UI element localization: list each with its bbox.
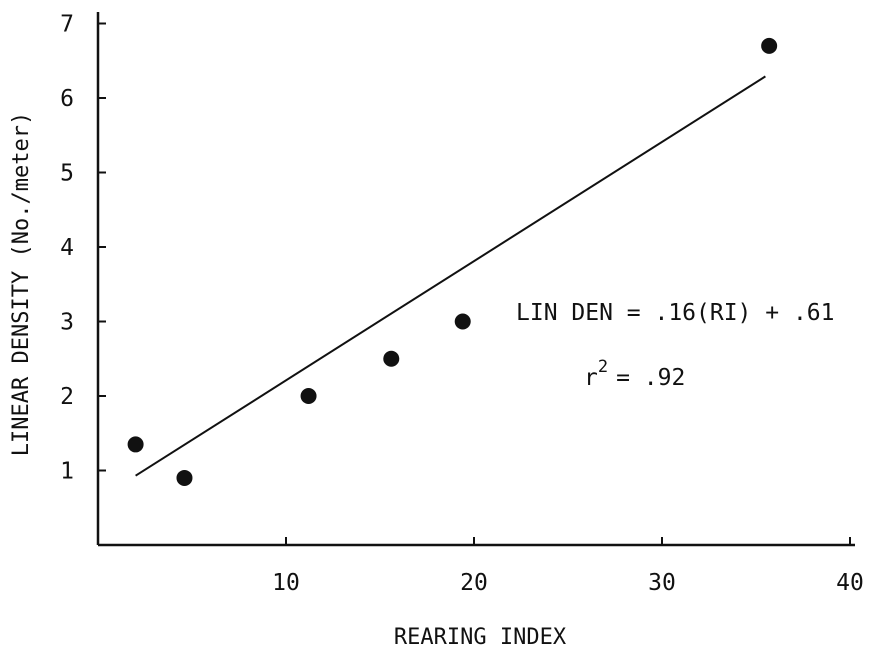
data-point [300,388,317,404]
data-point [761,37,778,54]
y-tick-label: 4 [60,235,74,261]
fit-line-group [135,75,766,477]
y-tick-label: 1 [60,459,74,485]
axes [96,12,855,547]
r-squared-value: = .92 [616,365,685,391]
x-tick-label: 20 [460,570,488,596]
r-symbol: r [584,365,598,391]
y-axis-title: LINEAR DENSITY (No./meter) [9,112,34,456]
x-tick-label: 30 [648,570,676,596]
regression-line [135,75,766,477]
data-point [127,436,144,453]
y-tick-label: 3 [60,310,74,336]
x-axis-title: REARING INDEX [394,625,567,650]
y-tick-label: 2 [60,384,74,410]
y-ticks: 1 2 3 4 5 6 7 [60,12,106,485]
data-point [454,313,471,330]
data-points [127,37,778,486]
y-tick-label: 7 [60,12,74,38]
x-tick-label: 40 [836,570,864,596]
y-tick-label: 5 [60,161,74,187]
data-point [383,350,400,367]
y-tick-label: 6 [60,86,74,112]
x-ticks: 10 20 30 40 [272,537,864,596]
x-tick-label: 10 [272,570,300,596]
r-squared-label: r2 = .92 [584,357,685,391]
r-exponent: 2 [598,357,608,377]
regression-equation: LIN DEN = .16(RI) + .61 [516,300,835,326]
data-point [176,469,193,486]
